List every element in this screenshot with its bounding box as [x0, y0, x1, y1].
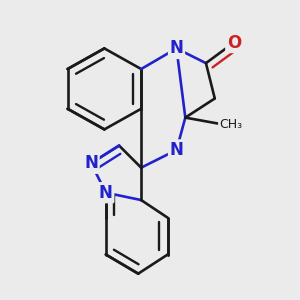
Text: N: N [169, 141, 183, 159]
Text: N: N [84, 154, 98, 172]
Text: CH₃: CH₃ [219, 118, 242, 131]
Text: N: N [169, 39, 183, 57]
Text: O: O [227, 34, 241, 52]
Text: N: N [99, 184, 113, 202]
